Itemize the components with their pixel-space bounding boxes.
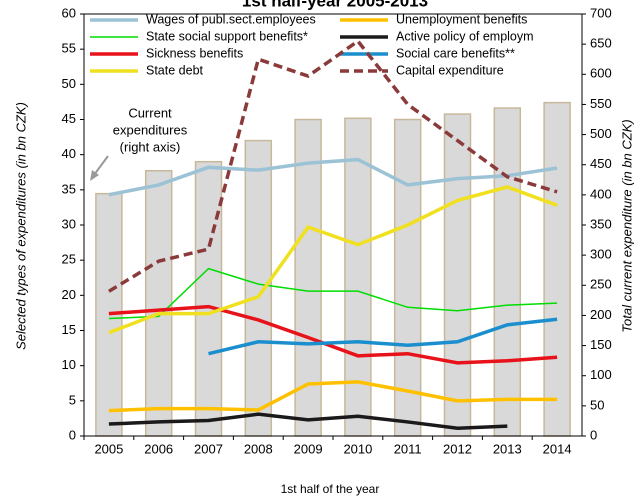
- annotation-text: Current: [128, 105, 172, 120]
- annotation-arrow: [93, 155, 109, 176]
- y2-tick-label: 400: [590, 186, 612, 201]
- legend-label: Social care benefits**: [396, 46, 515, 60]
- series-line: [108, 157, 558, 197]
- y-tick-label: 5: [69, 392, 76, 407]
- y-tick-label: 35: [62, 181, 76, 196]
- y2-tick-label: 600: [590, 66, 612, 81]
- y-tick-label: 50: [62, 76, 76, 91]
- series-line: [107, 38, 558, 293]
- y2-tick-label: 650: [590, 36, 612, 51]
- x-tick-label: 2005: [94, 441, 123, 456]
- y-tick-label: 60: [62, 5, 76, 20]
- series-line: [108, 412, 508, 431]
- bar: [543, 101, 571, 437]
- chart-title: 1st half-year 2005-2013: [242, 0, 428, 10]
- legend-label: State debt: [146, 63, 204, 77]
- x-tick-label: 2014: [543, 441, 572, 456]
- bar: [493, 107, 522, 437]
- bar: [443, 113, 472, 437]
- x-tick-label: 2013: [493, 441, 522, 456]
- y-tick-label: 0: [69, 427, 76, 442]
- annotation-text: expenditures: [113, 122, 188, 137]
- annotation-arrowhead: [90, 170, 99, 181]
- y-tick-label: 30: [62, 216, 76, 231]
- legend-label: Wages of publ.sect.employees: [146, 12, 316, 26]
- bar: [244, 139, 273, 437]
- x-axis-label: 1st half of the year: [281, 482, 380, 496]
- legend-label: Capital expenditure: [396, 63, 504, 77]
- x-tick-label: 2009: [294, 441, 323, 456]
- y2-tick-label: 100: [590, 367, 612, 382]
- x-tick-label: 2012: [443, 441, 472, 456]
- y-tick-label: 15: [62, 322, 76, 337]
- legend-label: Unemployment benefits: [396, 12, 527, 26]
- y-tick-label: 10: [62, 357, 76, 372]
- y2-tick-label: 200: [590, 307, 612, 322]
- y-tick-label: 40: [62, 146, 76, 161]
- y-tick-label: 55: [62, 41, 76, 56]
- y2-tick-label: 0: [590, 427, 597, 442]
- x-tick-label: 2006: [144, 441, 173, 456]
- bar: [95, 192, 123, 437]
- plot-frame: [83, 13, 583, 437]
- series-line: [108, 267, 558, 320]
- y2-tick-label: 150: [590, 337, 612, 352]
- annotation-text: (right axis): [120, 139, 181, 154]
- bar: [144, 169, 173, 437]
- x-tick-label: 2007: [194, 441, 223, 456]
- legend-label: Active policy of employm: [396, 29, 534, 43]
- bar: [393, 118, 422, 437]
- y2-tick-label: 50: [590, 397, 604, 412]
- series-line: [108, 304, 558, 365]
- y2-tick-label: 300: [590, 247, 612, 262]
- y2-tick-label: 250: [590, 277, 612, 292]
- series-line: [108, 185, 558, 335]
- y-tick-label: 45: [62, 111, 76, 126]
- y2-tick-label: 500: [590, 126, 612, 141]
- legend-label: State social support benefits*: [146, 29, 308, 43]
- y-tick-label: 20: [62, 287, 76, 302]
- y2-axis-label: Total current expenditure (in bn CZK): [619, 119, 634, 332]
- x-tick-label: 2008: [244, 441, 273, 456]
- y2-tick-label: 450: [590, 156, 612, 171]
- series-line: [108, 380, 558, 413]
- series-line: [208, 317, 558, 356]
- x-tick-label: 2011: [394, 441, 422, 456]
- legend-label: Sickness benefits: [146, 46, 243, 60]
- y2-tick-label: 350: [590, 216, 612, 231]
- x-tick-label: 2010: [343, 441, 372, 456]
- y2-tick-label: 700: [590, 5, 612, 20]
- y-axis-label: Selected types of expenditures (in bn CZ…: [13, 102, 28, 350]
- y-tick-label: 25: [62, 252, 76, 267]
- bar: [194, 160, 223, 437]
- y2-tick-label: 550: [590, 96, 612, 111]
